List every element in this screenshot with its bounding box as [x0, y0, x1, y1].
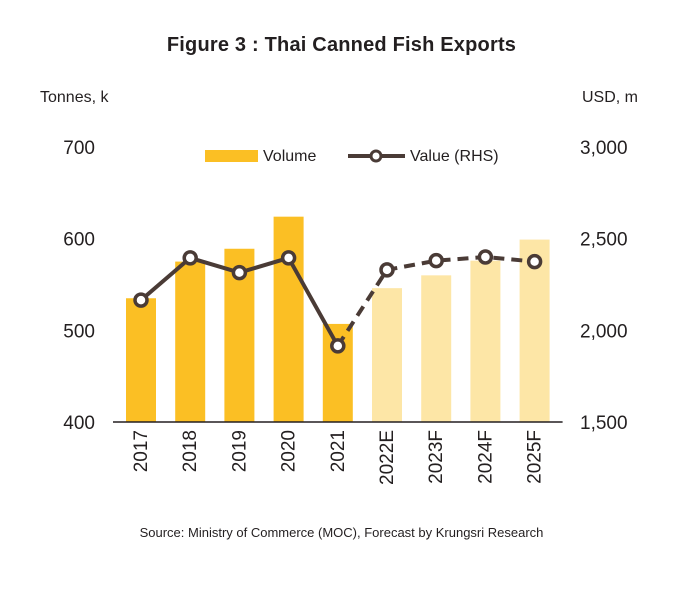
y-right-tick-label: 2,500 — [580, 230, 628, 251]
y-left-tick-label: 400 — [63, 413, 95, 434]
value-marker-2022e — [379, 262, 395, 278]
value-marker-2024f — [477, 249, 494, 265]
chart-legend: Volume Value (RHS) — [205, 148, 499, 165]
legend-value-label: Value (RHS) — [410, 148, 499, 165]
value-line-series — [133, 249, 543, 354]
chart-title: Figure 3 : Thai Canned Fish Exports — [166, 34, 517, 56]
y-axis-right-label: USD, m — [582, 89, 638, 106]
x-tick-label: 2017 — [131, 430, 152, 472]
value-marker-2019 — [231, 264, 248, 281]
volume-bar-2022e — [372, 288, 402, 422]
y-axis-right-ticks: 1,500 2,000 2,500 3,000 — [580, 138, 628, 434]
volume-bar-2023f — [421, 275, 452, 422]
x-tick-label: 2025F — [525, 430, 546, 484]
value-marker-2020 — [280, 250, 297, 266]
y-right-tick-label: 2,000 — [580, 321, 628, 342]
y-axis-left-label: Tonnes, k — [40, 89, 109, 106]
value-marker-2023f — [428, 252, 444, 269]
y-left-tick-label: 500 — [63, 321, 95, 342]
x-tick-label: 2024F — [475, 430, 496, 484]
volume-bar-2017 — [126, 298, 156, 422]
y-right-tick-label: 1,500 — [580, 413, 628, 434]
volume-bars — [126, 216, 550, 422]
x-tick-label: 2018 — [180, 430, 201, 472]
value-line-forecast — [336, 254, 535, 348]
y-left-tick-label: 600 — [63, 230, 95, 251]
volume-bar-2020 — [273, 216, 304, 422]
x-tick-label: 2020 — [279, 430, 300, 472]
source-note: Source: Ministry of Commerce (MOC), Fore… — [139, 525, 544, 540]
x-tick-label: 2019 — [229, 430, 250, 472]
x-tick-label: 2022E — [377, 430, 398, 485]
legend-volume-label: Volume — [263, 148, 316, 165]
legend-volume-swatch — [205, 150, 258, 162]
legend-value-marker — [369, 149, 383, 163]
y-axis-left-ticks: 400 500 600 700 — [63, 138, 95, 434]
y-left-tick-label: 700 — [63, 138, 95, 159]
value-marker-2017 — [133, 292, 149, 308]
value-marker-2021 — [330, 338, 346, 354]
x-tick-label: 2021 — [328, 430, 349, 472]
value-marker-2018 — [182, 250, 198, 266]
volume-bar-2025f — [519, 239, 550, 422]
value-marker-2025f — [526, 253, 543, 270]
volume-bar-2018 — [175, 261, 206, 422]
y-right-tick-label: 3,000 — [580, 138, 628, 159]
volume-bar-2024f — [470, 260, 501, 422]
x-axis-tick-labels: 2017 2018 2019 2020 2021 2022E 2023F 2024F 2025F — [131, 430, 546, 485]
x-tick-label: 2023F — [426, 430, 447, 484]
